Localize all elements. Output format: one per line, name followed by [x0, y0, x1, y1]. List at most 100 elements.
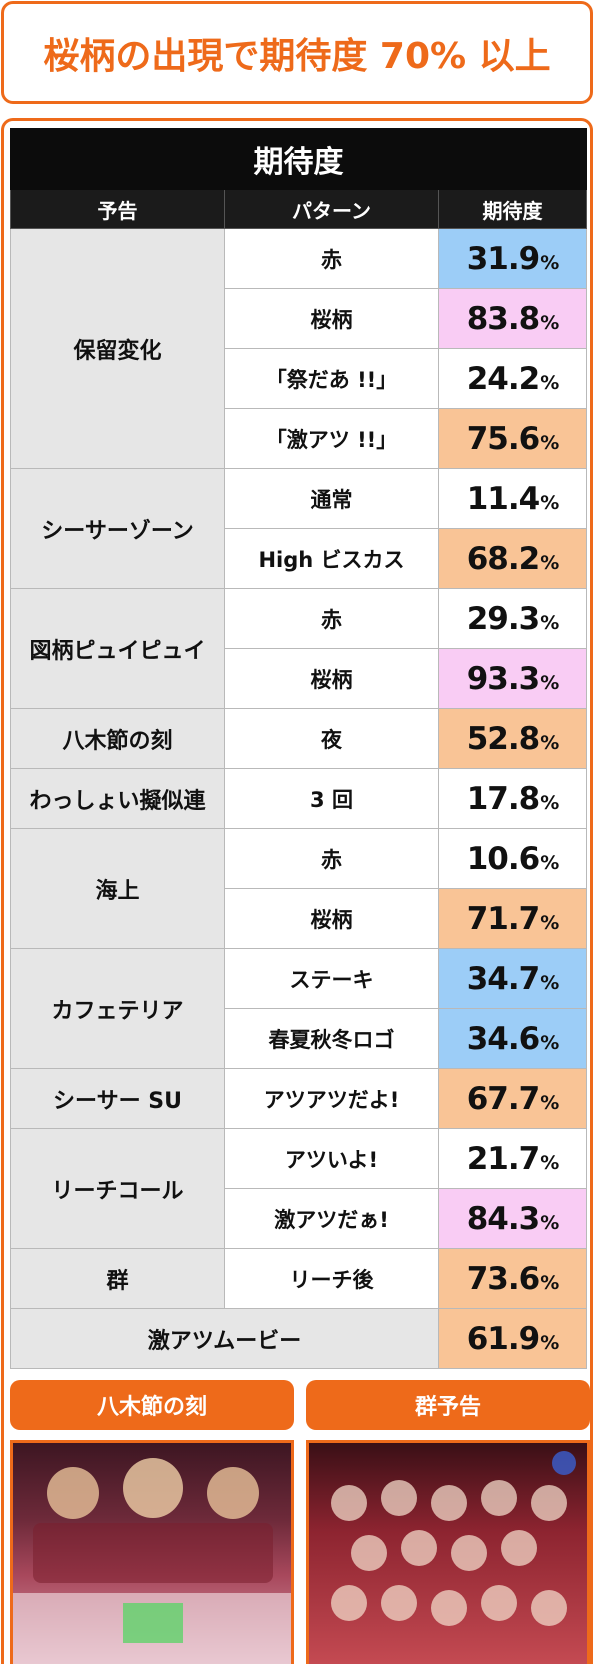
rate-cell: 10.6%: [437, 828, 588, 889]
pattern-cell: 3 回: [224, 768, 439, 829]
rate-value: 17.8: [466, 780, 540, 817]
pattern-cell: 赤: [224, 588, 439, 649]
notice-cell: 八木節の刻: [10, 708, 225, 769]
headline-text: 桜柄の出現で期待度 70% 以上: [43, 35, 551, 77]
rate-value: 34.7: [466, 960, 540, 997]
table-row: 群リーチ後 73.6%: [10, 1248, 588, 1309]
yagibushi-screenshot: [10, 1440, 294, 1664]
pattern-cell: 激アツだぁ!: [224, 1188, 439, 1249]
header-pattern: パターン: [224, 189, 439, 229]
yagibushi-illustration: [13, 1458, 291, 1664]
table-row: 桜柄 93.3%: [11, 648, 588, 709]
rate-cell: 75.6%: [437, 408, 588, 469]
pattern-cell: ステーキ: [224, 948, 439, 1009]
table-row: 「激アツ !!」 75.6%: [11, 408, 588, 469]
expectation-table: 期待度 予告 パターン 期待度 保留変化赤 31.9% 桜柄 83.8% 「祭だあ !!…: [9, 128, 588, 1369]
table-row: High ビスカス 68.2%: [11, 528, 588, 589]
pattern-cell: 「祭だあ !!」: [224, 348, 439, 409]
percent-sign: %: [540, 671, 559, 694]
rate-cell: 29.3%: [437, 588, 588, 649]
pattern-cell: 赤: [224, 828, 439, 889]
rate-cell: 61.9%: [437, 1308, 588, 1369]
percent-sign: %: [540, 311, 559, 334]
pattern-cell: アツいよ!: [224, 1128, 439, 1189]
rate-value: 29.3: [466, 600, 540, 637]
header-rate: 期待度: [437, 189, 588, 229]
percent-sign: %: [540, 1271, 559, 1294]
percent-sign: %: [540, 1151, 559, 1174]
rate-cell: 34.7%: [437, 948, 588, 1009]
tab-mure-label: 群予告: [414, 1395, 481, 1420]
notice-cell: シーサー SU: [10, 1068, 225, 1129]
rate-value: 75.6: [466, 420, 540, 457]
table-row: カフェテリア ステーキ 34.7%: [10, 948, 588, 1069]
rate-cell: 52.8%: [437, 708, 588, 769]
table-row: 激アツムービー 61.9%: [10, 1308, 588, 1369]
notice-cell: シーサーゾーン: [10, 468, 225, 589]
rate-cell: 73.6%: [437, 1248, 588, 1309]
table-row: 八木節の刻夜 52.8%: [10, 708, 588, 769]
table-row: 海上赤 10.6%: [10, 828, 588, 949]
mure-illustration: [331, 1451, 576, 1626]
rate-value: 71.7: [466, 900, 540, 937]
pattern-cell: 夜: [224, 708, 439, 769]
rate-value: 84.3: [466, 1200, 540, 1237]
rate-cell: 83.8%: [437, 288, 588, 349]
percent-sign: %: [540, 611, 559, 634]
percent-sign: %: [540, 1211, 559, 1234]
percent-sign: %: [540, 731, 559, 754]
percent-sign: %: [540, 851, 559, 874]
rate-cell: 67.7%: [437, 1068, 588, 1129]
percent-sign: %: [540, 491, 559, 514]
rate-cell: 71.7%: [437, 888, 588, 949]
percent-sign: %: [540, 1091, 559, 1114]
rate-value: 31.9: [466, 240, 540, 277]
pattern-cell: リーチ後: [224, 1248, 439, 1309]
tab-yagibushi-label: 八木節の刻: [96, 1395, 207, 1420]
rate-value: 24.2: [466, 360, 540, 397]
rate-value: 10.6: [466, 840, 540, 877]
notice-cell: わっしょい擬似連: [10, 768, 225, 829]
percent-sign: %: [540, 911, 559, 934]
percent-sign: %: [540, 1331, 559, 1354]
table-row: わっしょい擬似連 3 回 17.8%: [10, 768, 588, 829]
rate-value: 73.6: [466, 1260, 540, 1297]
rate-cell: 17.8%: [437, 768, 588, 829]
percent-sign: %: [540, 791, 559, 814]
table-row: 桜柄 83.8%: [11, 288, 588, 349]
rate-cell: 24.2%: [437, 348, 588, 409]
pattern-cell: 赤: [224, 228, 439, 289]
rate-cell: 31.9%: [437, 228, 588, 289]
rate-cell: 68.2%: [437, 528, 588, 589]
notice-cell: 激アツムービー: [10, 1308, 439, 1369]
table-row: シーサーゾーン 通常 11.4%: [10, 468, 588, 589]
notice-cell: 図柄ピュイピュイ: [10, 588, 225, 709]
rate-cell: 84.3%: [437, 1188, 588, 1249]
rate-value: 68.2: [466, 540, 540, 577]
pattern-cell: 桜柄: [224, 888, 439, 949]
pattern-cell: 通常: [224, 468, 439, 529]
percent-sign: %: [540, 551, 559, 574]
tab-yagibushi[interactable]: 八木節の刻: [10, 1380, 294, 1430]
header-notice: 予告: [10, 189, 225, 229]
rate-cell: 21.7%: [437, 1128, 588, 1189]
table-row: 保留変化赤 31.9%: [10, 228, 588, 469]
headline-banner: 桜柄の出現で期待度 70% 以上: [1, 1, 593, 104]
table-body: 保留変化赤 31.9% 桜柄 83.8% 「祭だあ !!」 24.2% 「激アツ !!」 75…: [10, 228, 588, 1369]
rate-value: 93.3: [466, 660, 540, 697]
percent-sign: %: [540, 371, 559, 394]
table-title: 期待度: [9, 128, 588, 190]
table-row: 図柄ピュイピュイ赤 29.3%: [10, 588, 588, 709]
notice-cell: カフェテリア: [10, 948, 225, 1069]
percent-sign: %: [540, 971, 559, 994]
percent-sign: %: [540, 1031, 559, 1054]
notice-cell: 群: [10, 1248, 225, 1309]
rate-value: 61.9: [466, 1320, 540, 1357]
notice-cell: 保留変化: [10, 228, 225, 469]
pattern-cell: 桜柄: [224, 648, 439, 709]
tab-mure[interactable]: 群予告: [306, 1380, 590, 1430]
table-row: 激アツだぁ! 84.3%: [11, 1188, 588, 1249]
rate-cell: 34.6%: [437, 1008, 588, 1069]
rate-value: 52.8: [466, 720, 540, 757]
pattern-cell: High ビスカス: [224, 528, 439, 589]
